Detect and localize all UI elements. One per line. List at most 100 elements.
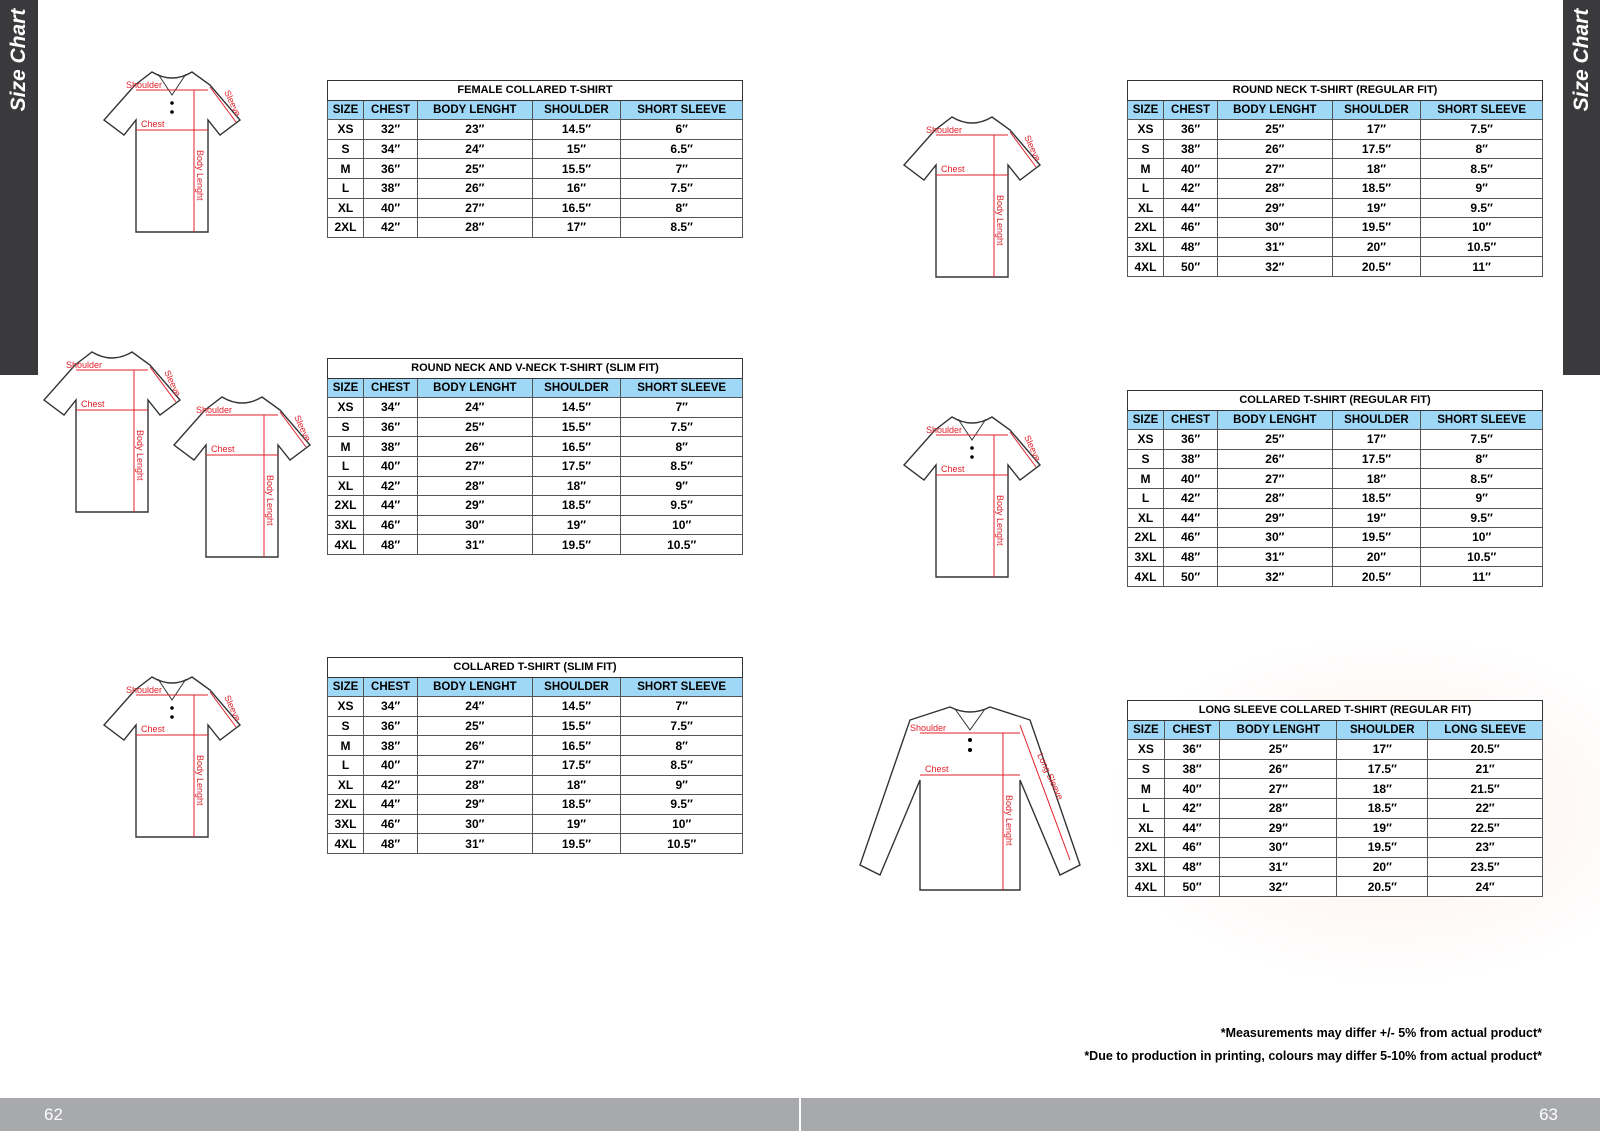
table-cell: 30″ (1217, 217, 1333, 238)
table-cell: 25″ (1217, 119, 1333, 140)
column-header: SHORT SLEEVE (620, 676, 743, 698)
table-cell: 10.5″ (1420, 236, 1543, 258)
table-cell: XS (1127, 119, 1164, 140)
table-cell: 42″ (362, 774, 419, 796)
column-header: CHEST (1163, 719, 1221, 741)
page-number: 63 (1539, 1105, 1558, 1124)
table-cell: 40″ (362, 197, 419, 219)
table-cell: 8.5″ (620, 754, 743, 776)
table-cell: 26″ (1217, 448, 1333, 470)
table-row: 3XL 46″ 30″ 19″ 10″ (327, 813, 743, 835)
table-cell: 28″ (417, 217, 533, 238)
table-cell: 20″ (1331, 236, 1422, 258)
table-cell: 18″ (1331, 468, 1422, 489)
table-row: 3XL 48″ 31″ 20″ 23.5″ (1127, 856, 1543, 878)
column-header: SIZE (327, 377, 364, 399)
table-cell: 10.5″ (1420, 546, 1543, 568)
table-cell: 23.5″ (1427, 856, 1543, 878)
table-cell: 21″ (1427, 758, 1543, 780)
table-cell: 48″ (362, 833, 419, 854)
table-cell: 2XL (327, 495, 364, 516)
table-cell: 25″ (417, 158, 533, 179)
table-cell: S (327, 138, 364, 160)
table-row: S 38″ 26″ 17.5″ 8″ (1127, 138, 1543, 160)
footer-right: 63 (801, 1098, 1600, 1131)
column-header: SHORT SLEEVE (620, 377, 743, 399)
table-cell: 26″ (1217, 138, 1333, 160)
table-cell: 27″ (417, 197, 533, 219)
column-header: SHOULDER (1331, 99, 1422, 121)
table-cell: S (1127, 758, 1165, 780)
table-cell: 26″ (417, 177, 533, 199)
table-row: 4XL 50″ 32″ 20.5″ 11″ (1127, 256, 1543, 277)
table-cell: 8″ (620, 735, 743, 756)
table-row: 4XL 50″ 32″ 20.5″ 11″ (1127, 566, 1543, 587)
table-cell: 18.5″ (531, 495, 622, 516)
table-cell: 4XL (1127, 876, 1165, 897)
table-row: 4XL 48″ 31″ 19.5″ 10.5″ (327, 534, 743, 555)
table-cell: 31″ (1217, 546, 1333, 568)
table-cell: 28″ (1217, 487, 1333, 509)
table-row: XS 36″ 25″ 17″ 20.5″ (1127, 739, 1543, 760)
body-length-label: Body Lenght (195, 150, 205, 201)
table-cell: 44″ (362, 495, 419, 516)
table-cell: 17″ (1331, 119, 1422, 140)
shirt-illustration: Shoulder Chest Body Lenght Sleeve (890, 405, 1055, 595)
table-cell: 17.5″ (531, 754, 622, 776)
table-cell: 10″ (1420, 217, 1543, 238)
column-header: SIZE (1127, 719, 1165, 741)
table-cell: 17.5″ (1331, 448, 1422, 470)
column-header: SIZE (1127, 409, 1164, 431)
column-header: SHORT SLEEVE (620, 99, 743, 121)
body-length-label: Body Lenght (995, 195, 1005, 246)
table-row: XS 34″ 24″ 14.5″ 7″ (327, 397, 743, 418)
table-cell: 3XL (1127, 856, 1165, 878)
table-cell: 19″ (1331, 507, 1422, 529)
table-cell: 19.5″ (531, 833, 622, 854)
table-cell: 10″ (620, 813, 743, 835)
table-cell: 10″ (1420, 527, 1543, 548)
table-row: XS 36″ 25″ 17″ 7.5″ (1127, 119, 1543, 140)
column-header: BODY LENGHT (1217, 409, 1333, 431)
table-cell: 4XL (1127, 566, 1164, 587)
table-cell: 34″ (362, 696, 419, 717)
table-cell: 36″ (362, 416, 419, 438)
table-cell: M (327, 735, 364, 756)
table-cell: 20.5″ (1331, 256, 1422, 277)
table-cell: 38″ (362, 436, 419, 457)
shirt-illustration: Shoulder Chest Body Lenght Sleeve (890, 105, 1055, 295)
column-header: BODY LENGHT (1217, 99, 1333, 121)
table-cell: 26″ (1219, 758, 1338, 780)
table-cell: 8.5″ (1420, 468, 1543, 489)
table-cell: 8″ (1420, 448, 1543, 470)
table-cell: 24″ (417, 696, 533, 717)
column-header: SHORT SLEEVE (1420, 99, 1543, 121)
table-cell: 30″ (1217, 527, 1333, 548)
table-row: XL 40″ 27″ 16.5″ 8″ (327, 197, 743, 219)
table-cell: 40″ (362, 455, 419, 477)
side-tab-right: Size Chart (1563, 0, 1600, 375)
table-cell: XL (327, 197, 364, 219)
table-cell: 46″ (362, 813, 419, 835)
chest-label: Chest (81, 399, 105, 409)
table-cell: 29″ (417, 794, 533, 815)
size-table: ROUND NECK T-SHIRT (REGULAR FIT) SIZE CHES… (1127, 80, 1543, 277)
table-cell: 32″ (1217, 566, 1333, 587)
column-header: SIZE (327, 99, 364, 121)
side-tab-left: Size Chart (0, 0, 38, 375)
table-cell: 16.5″ (531, 735, 622, 756)
table-cell: 21.5″ (1427, 778, 1543, 799)
table-cell: 46″ (362, 514, 419, 536)
table-cell: 10.5″ (620, 833, 743, 854)
table-cell: S (1127, 448, 1164, 470)
shoulder-label: Shoulder (66, 360, 102, 370)
table-cell: 44″ (1162, 507, 1219, 529)
table-cell: 48″ (1162, 546, 1219, 568)
table-cell: 6.5″ (620, 138, 743, 160)
table-cell: XL (327, 774, 364, 796)
table-row: XS 36″ 25″ 17″ 7.5″ (1127, 429, 1543, 450)
table-cell: 18″ (531, 774, 622, 796)
table-cell: 31″ (417, 534, 533, 555)
table-cell: L (1127, 487, 1164, 509)
table-row: 4XL 50″ 32″ 20.5″ 24″ (1127, 876, 1543, 897)
